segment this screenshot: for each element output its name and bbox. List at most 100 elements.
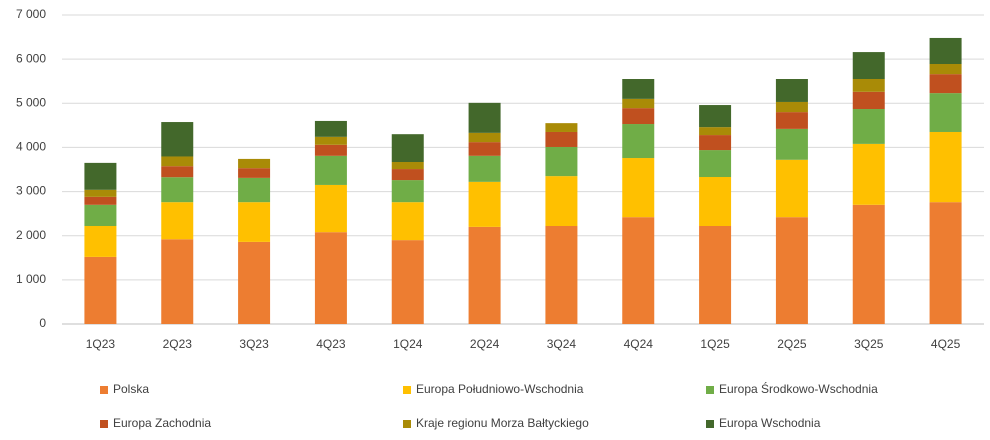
bar-segment: [545, 146, 578, 177]
bar-segment: [545, 176, 578, 227]
bar-segment: [699, 135, 732, 151]
bar-segment: [699, 105, 732, 128]
bar-segment: [622, 79, 655, 99]
bar-segment: [545, 123, 578, 132]
y-tick-label: 7 000: [16, 7, 46, 21]
legend-label: Kraje regionu Morza Bałtyckiego: [416, 416, 589, 430]
bar-segment: [391, 180, 424, 203]
bar-segment: [852, 204, 885, 324]
bar-segment: [161, 239, 194, 324]
bar-segment: [238, 177, 271, 203]
bar-segment: [852, 109, 885, 144]
legend-label: Europa Południowo-Wschodnia: [416, 382, 584, 396]
bar-segment: [622, 108, 655, 125]
bar-segment: [391, 202, 424, 241]
bar-segment: [238, 202, 271, 242]
bar-segment: [775, 128, 808, 160]
y-tick-label: 5 000: [16, 95, 46, 109]
bar-segment: [775, 101, 808, 113]
bar-segment: [391, 161, 424, 170]
bar-segment: [775, 79, 808, 102]
bar-segment: [314, 144, 347, 156]
x-tick-label: 4Q23: [316, 337, 346, 351]
x-tick-label: 1Q24: [393, 337, 423, 351]
bar-segment: [852, 79, 885, 92]
bar-segment: [468, 142, 501, 156]
bar-segment: [929, 74, 962, 94]
y-tick-label: 6 000: [16, 51, 46, 65]
bar-segment: [699, 150, 732, 178]
legend-label: Europa Zachodnia: [113, 416, 211, 430]
bar-segment: [391, 134, 424, 162]
bar-segment: [161, 166, 194, 178]
x-tick-label: 2Q25: [777, 337, 807, 351]
bar-segment: [622, 98, 655, 109]
bar-segment: [84, 256, 117, 324]
bar-segment: [468, 226, 501, 324]
bar-segment: [84, 226, 117, 257]
bar-segment: [929, 63, 962, 75]
x-tick-label: 3Q23: [239, 337, 269, 351]
bar-segment: [622, 158, 655, 218]
bar-segment: [161, 122, 194, 157]
bar-segment: [929, 37, 962, 64]
bar-segment: [468, 155, 501, 182]
bar-segment: [852, 91, 885, 110]
bar-segment: [699, 177, 732, 227]
bar-segment: [161, 156, 194, 167]
bar-segment: [238, 168, 271, 178]
bar-segment: [314, 120, 347, 137]
bar-segment: [468, 132, 501, 143]
x-tick-label: 2Q23: [163, 337, 193, 351]
y-tick-label: 2 000: [16, 228, 46, 242]
bar-segment: [468, 102, 501, 133]
bar-segment: [929, 131, 962, 203]
legend-swatch: [706, 386, 714, 394]
bar-segment: [852, 52, 885, 80]
x-tick-label: 2Q24: [470, 337, 500, 351]
legend-swatch: [706, 420, 714, 428]
bar-segment: [699, 226, 732, 324]
bar-segment: [545, 131, 578, 147]
bar-segment: [852, 143, 885, 205]
bar-segment: [391, 240, 424, 324]
bar-segment: [468, 181, 501, 227]
legend-swatch: [100, 420, 108, 428]
legend-swatch: [403, 386, 411, 394]
bar-segment: [314, 184, 347, 233]
legend-swatch: [100, 386, 108, 394]
bar-segment: [545, 226, 578, 324]
legend-label: Europa Środkowo-Wschodnia: [719, 381, 878, 396]
bar-segment: [84, 162, 117, 190]
bar-segment: [314, 232, 347, 324]
bar-segment: [84, 189, 117, 197]
x-tick-label: 3Q25: [854, 337, 884, 351]
bar-segment: [314, 155, 347, 185]
legend-label: Polska: [113, 382, 149, 396]
bar-segment: [622, 217, 655, 324]
bar-segment: [775, 159, 808, 218]
bar-segment: [775, 112, 808, 129]
legend-label: Europa Wschodnia: [719, 416, 821, 430]
bar-segment: [161, 202, 194, 240]
bar-segment: [929, 202, 962, 324]
bar-segment: [161, 177, 194, 203]
y-tick-label: 3 000: [16, 184, 46, 198]
x-tick-label: 3Q24: [547, 337, 577, 351]
y-tick-label: 4 000: [16, 140, 46, 154]
bar-segment: [238, 158, 271, 169]
y-tick-label: 1 000: [16, 272, 46, 286]
bar-segment: [84, 196, 117, 205]
bar-segment: [84, 204, 117, 227]
bar-segment: [391, 169, 424, 181]
bar-segment: [622, 124, 655, 159]
bar-segment: [929, 93, 962, 132]
x-tick-label: 1Q25: [700, 337, 730, 351]
legend-swatch: [403, 420, 411, 428]
x-tick-label: 4Q24: [624, 337, 654, 351]
x-tick-label: 1Q23: [86, 337, 116, 351]
y-tick-label: 0: [39, 316, 46, 330]
bar-segment: [699, 127, 732, 136]
bar-segment: [314, 136, 347, 145]
